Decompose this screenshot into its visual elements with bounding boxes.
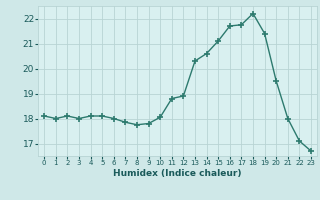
X-axis label: Humidex (Indice chaleur): Humidex (Indice chaleur)	[113, 169, 242, 178]
